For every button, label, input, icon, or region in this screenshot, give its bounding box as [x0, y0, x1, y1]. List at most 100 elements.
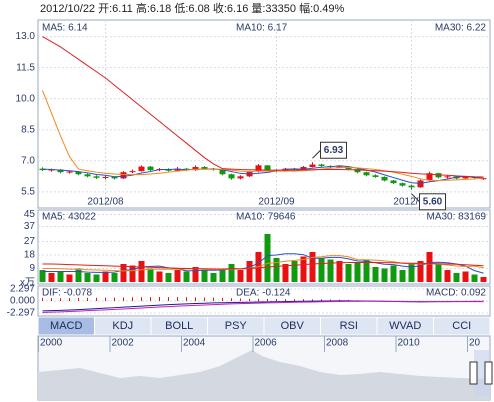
x-tick-label: 2012/08	[87, 197, 124, 208]
volume-bar	[480, 276, 487, 282]
candle-body	[147, 166, 154, 171]
candle-body	[228, 174, 235, 179]
legend-entry: MA30: 6.22	[435, 23, 487, 34]
volume-bar	[111, 273, 118, 282]
x-tick-label: 2012/10	[393, 197, 430, 208]
volume-bar	[39, 270, 46, 282]
y-tick-label: 7.0	[21, 155, 35, 166]
volume-bar	[129, 265, 136, 282]
candle-body	[300, 167, 307, 170]
volume-bar	[93, 274, 100, 282]
candle-body	[111, 176, 118, 179]
legend-entry: MA10: 79646	[236, 212, 296, 223]
volume-bar	[444, 270, 451, 282]
volume-bar	[237, 270, 244, 282]
tab-label[interactable]: RSI	[340, 320, 358, 332]
volume-bar	[300, 256, 307, 282]
candle-body	[336, 166, 343, 168]
volume-bar	[147, 268, 154, 282]
candle-body	[237, 176, 244, 179]
annotation-pointer	[411, 193, 420, 203]
volume-bar	[102, 271, 109, 282]
volume-bar	[66, 274, 73, 282]
indicator-line	[42, 36, 484, 178]
tab[interactable]	[433, 316, 491, 336]
volume-bar	[408, 264, 415, 282]
candle-body	[93, 176, 100, 178]
volume-bar	[219, 268, 226, 282]
candle-body	[390, 180, 397, 184]
indicator-line	[42, 255, 484, 272]
y-tick-label: 45	[24, 209, 36, 220]
y-tick-label: 2.297	[10, 284, 35, 295]
tab-label[interactable]: PSY	[225, 320, 248, 332]
volume-panel	[37, 209, 491, 285]
timeline-silhouette	[38, 350, 490, 400]
candle-body	[75, 171, 82, 175]
candle-body	[174, 168, 181, 171]
price-panel	[37, 19, 491, 209]
volume-bar	[372, 267, 379, 282]
volume-bar	[417, 261, 424, 282]
range-handle-right[interactable]	[484, 361, 493, 385]
candle-body	[309, 164, 316, 168]
volume-bar	[84, 273, 91, 282]
candle-body	[417, 180, 424, 188]
volume-bar	[435, 264, 442, 282]
legend-entry: MA10: 6.17	[236, 23, 288, 34]
candle-body	[363, 172, 370, 176]
tab-label[interactable]: MACD	[50, 320, 82, 332]
y-tick-label: 18	[24, 250, 36, 261]
volume-bar	[363, 259, 370, 282]
y-tick-label: 11.5	[16, 62, 35, 73]
volume-bar	[291, 261, 298, 282]
candle-body	[444, 176, 451, 178]
timeline-label: 2002	[112, 338, 135, 349]
y-tick-label: 37	[24, 221, 36, 232]
annotation-pointer	[312, 149, 321, 159]
volume-bar	[390, 265, 397, 282]
legend-entry: MA5: 43022	[42, 212, 96, 223]
y-tick-label: 13.0	[16, 31, 36, 42]
volume-bar	[192, 267, 199, 282]
candle-body	[399, 183, 406, 186]
y-tick-label: 8.5	[21, 124, 35, 135]
timeline-label: 20	[469, 338, 481, 349]
tab-label[interactable]: CCI	[452, 320, 471, 332]
candle-body	[318, 164, 325, 166]
candle-body	[354, 169, 361, 173]
volume-bar	[228, 264, 235, 282]
range-handle-left[interactable]	[469, 361, 478, 385]
volume-bar	[282, 264, 289, 282]
candle-body	[120, 172, 127, 179]
legend-entry: MA5: 6.14	[42, 23, 88, 34]
tab-label[interactable]: KDJ	[112, 320, 133, 332]
annotation-label: 6.93	[324, 145, 344, 156]
y-tick-label: 5.5	[21, 186, 35, 197]
volume-bar	[75, 268, 82, 282]
tab-label[interactable]: OBV	[281, 320, 305, 332]
legend-entry: MACD: 0.092	[426, 288, 486, 299]
volume-bar	[57, 271, 64, 282]
annotation-box	[419, 193, 446, 211]
candle-body	[264, 165, 271, 171]
x-tick-label: 2012/09	[258, 197, 295, 208]
volume-bar	[174, 270, 181, 282]
volume-bar	[183, 271, 190, 282]
tab-label[interactable]: BOLL	[165, 320, 193, 332]
candle-body	[219, 169, 226, 175]
tab-label[interactable]: WVAD	[389, 320, 421, 332]
volume-bar	[246, 261, 253, 282]
candle-body	[462, 176, 469, 179]
volume-bar	[426, 252, 433, 282]
timeline-label: 2006	[255, 338, 278, 349]
volume-bar	[156, 271, 163, 282]
candle-body	[138, 166, 145, 172]
y-tick-label: 0.000	[10, 296, 35, 307]
candle-body	[426, 173, 433, 181]
volume-bar	[336, 261, 343, 282]
indicator-tabs: MACD KDJ BOLL PSY OBV RSI WVAD CCI	[37, 316, 491, 336]
candle-body	[57, 169, 64, 173]
volume-bar	[48, 273, 55, 282]
